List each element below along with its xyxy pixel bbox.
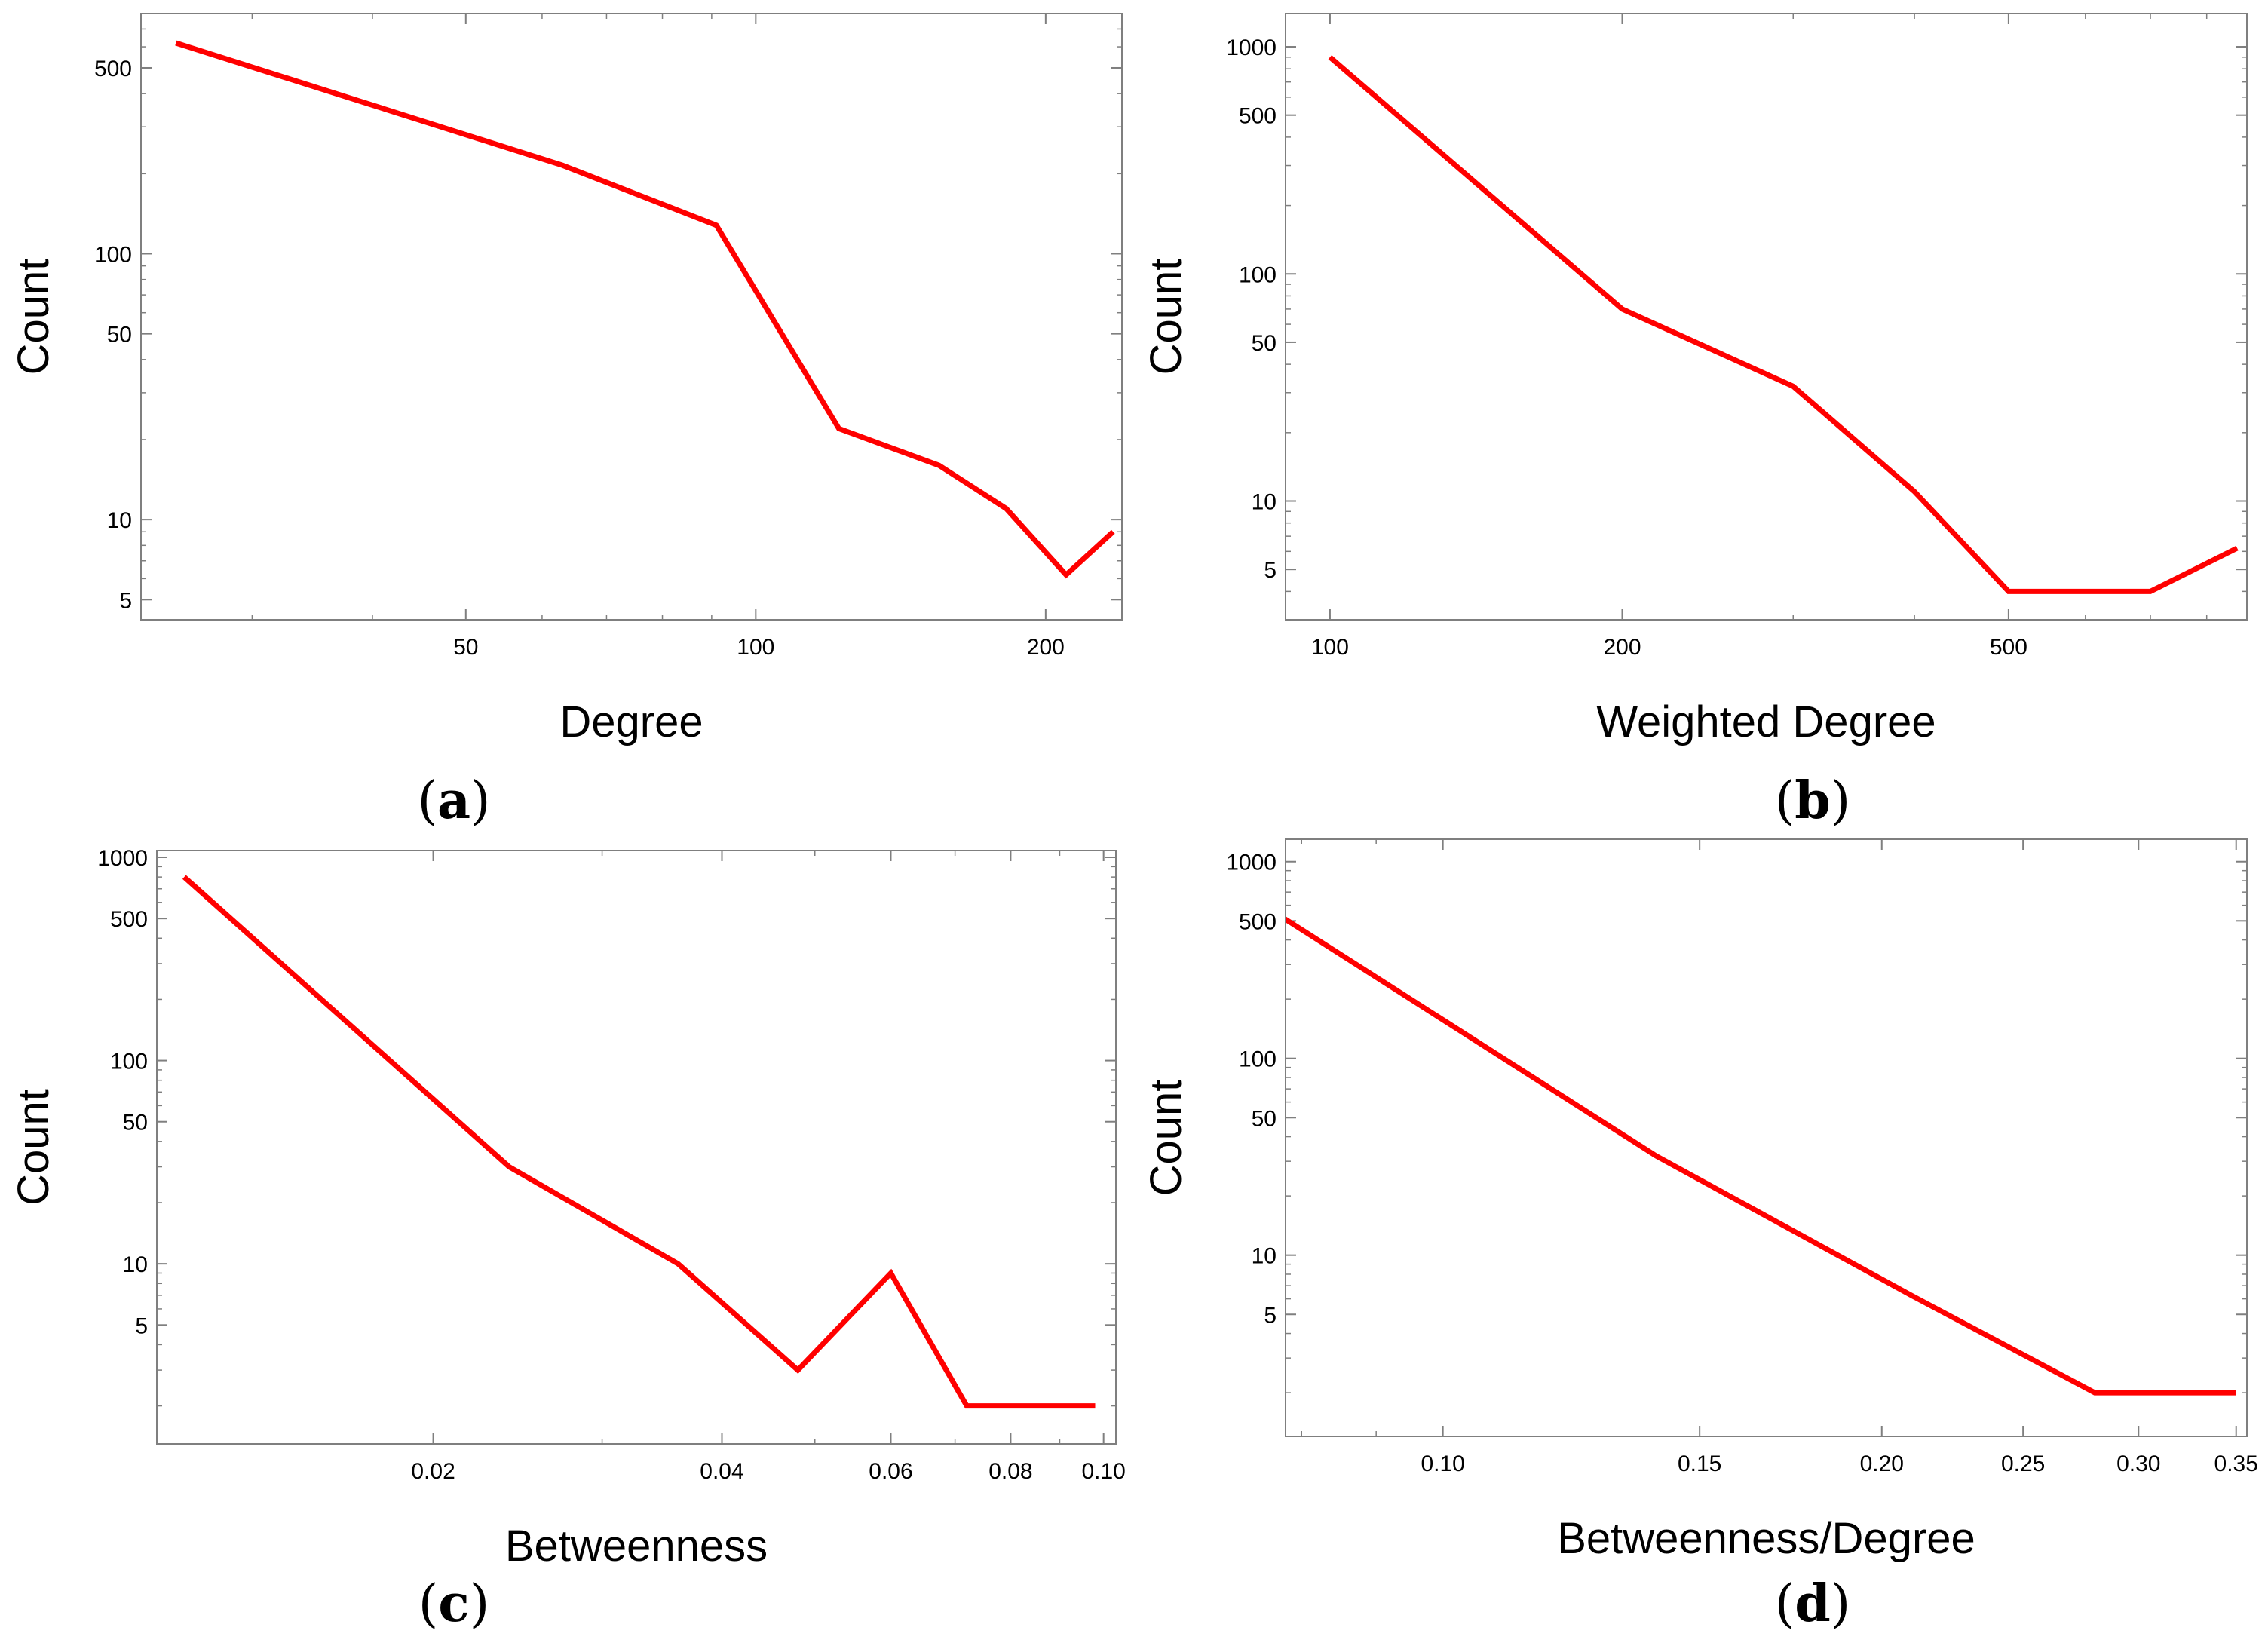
y-tick-label: 100: [1239, 1047, 1277, 1072]
y-tick-label: 1000: [97, 846, 148, 871]
y-tick-label: 50: [1252, 1106, 1277, 1131]
x-axis-title: Betweenness: [505, 1522, 768, 1571]
x-tick-label: 0.06: [869, 1459, 912, 1484]
panel-label: (a): [417, 771, 490, 831]
y-tick-label: 50: [1252, 331, 1277, 356]
x-tick-label: 0.30: [2116, 1451, 2160, 1476]
y-tick-label: 10: [107, 508, 132, 533]
y-tick-label: 500: [110, 907, 148, 932]
y-tick-label: 50: [123, 1111, 148, 1136]
x-tick-label: 100: [1311, 635, 1349, 660]
x-tick-label: 200: [1603, 635, 1641, 660]
y-tick-label: 10: [123, 1252, 148, 1277]
y-tick-label: 100: [94, 242, 132, 267]
y-tick-label: 1000: [1226, 851, 1277, 875]
y-axis-title: Count: [1142, 1080, 1191, 1197]
panel-label: (c): [418, 1574, 489, 1634]
x-tick-label: 50: [453, 635, 478, 660]
series-line-c: [182, 875, 1096, 1409]
y-tick-label: 100: [1239, 262, 1277, 287]
series-line-a: [175, 40, 1115, 579]
x-tick-label: 0.10: [1421, 1451, 1464, 1476]
panel-a: 50 100 200 5 10 50 100 500 Degree Count (a): [9, 13, 1123, 831]
y-axis-title: Count: [9, 259, 58, 375]
x-tick-label: 100: [737, 635, 774, 660]
panel-letter: d: [1795, 1574, 1831, 1634]
y-tick-label: 10: [1252, 1244, 1277, 1269]
panel-c: 0.02 0.04 0.06 0.08 0.10 5 10 50 100 500 1000 Betwe…: [9, 846, 1126, 1634]
y-tick-label: 500: [1239, 909, 1277, 934]
x-tick-label: 200: [1027, 635, 1065, 660]
x-tick-label: 0.08: [988, 1459, 1032, 1484]
x-tick-label: 0.35: [2214, 1451, 2258, 1476]
x-tick-label: 0.10: [1081, 1459, 1125, 1484]
y-tick-label: 5: [119, 588, 132, 613]
plot-frame: [156, 850, 1117, 1445]
x-tick-label: 0.04: [700, 1459, 743, 1484]
plot-frame: [1285, 13, 2248, 621]
panel-b: 100 200 500 5 10 50 100 500 1000 Weighted Degree C…: [1142, 13, 2248, 831]
y-tick-label: 500: [1239, 104, 1277, 129]
x-tick-label: 500: [1990, 635, 2027, 660]
y-tick-label: 10: [1252, 489, 1277, 514]
minor-ticks: [157, 851, 1116, 1444]
series-line-b: [1328, 55, 2239, 594]
panel-d: 0.10 0.15 0.20 0.25 0.30 0.35 5 10 50 100 500 1000 B…: [1142, 838, 2258, 1634]
panel-letter: a: [437, 771, 470, 831]
y-tick-label: 5: [1264, 558, 1277, 583]
x-tick-label: 0.15: [1678, 1451, 1721, 1476]
y-tick-label: 500: [94, 57, 132, 81]
panel-letter: c: [438, 1574, 469, 1634]
minor-ticks: [1286, 839, 2247, 1436]
x-axis-title: Degree: [559, 697, 703, 746]
x-axis-title: Betweenness/Degree: [1557, 1514, 1975, 1563]
y-tick-label: 1000: [1226, 35, 1277, 60]
x-tick-label: 0.25: [2001, 1451, 2045, 1476]
y-tick-label: 5: [1264, 1303, 1277, 1328]
plot-frame: [140, 13, 1123, 621]
y-axis-title: Count: [1142, 259, 1191, 375]
y-tick-label: 50: [107, 323, 132, 348]
x-axis-title: Weighted Degree: [1596, 697, 1936, 746]
y-tick-label: 100: [110, 1050, 148, 1074]
y-tick-label: 5: [135, 1313, 148, 1338]
x-tick-label: 0.20: [1860, 1451, 1904, 1476]
panel-label: (b): [1775, 771, 1851, 831]
y-axis-title: Count: [9, 1089, 58, 1206]
x-tick-label: 0.02: [411, 1459, 455, 1484]
plot-frame: [1285, 838, 2248, 1437]
minor-ticks: [1285, 14, 2247, 621]
minor-ticks: [141, 13, 1122, 620]
series-line-d: [1286, 916, 2236, 1396]
panel-letter: b: [1795, 771, 1831, 831]
panel-label: (d): [1775, 1574, 1851, 1634]
